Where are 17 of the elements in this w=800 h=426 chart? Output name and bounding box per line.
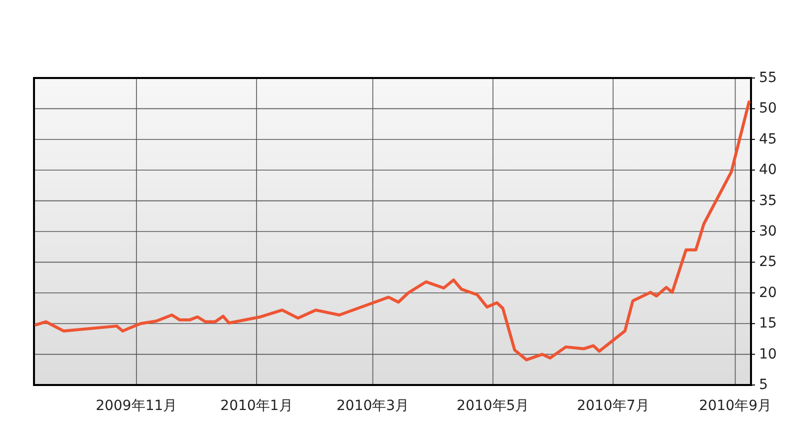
x-tick-label: 2010年7月 [576, 398, 650, 414]
x-tick-label: 2010年1月 [220, 398, 293, 414]
x-tick-label: 2010年5月 [456, 398, 530, 414]
x-tick-label: 2009年11月 [96, 398, 178, 414]
y-tick-label: 30 [759, 224, 777, 240]
y-tick-label: 50 [759, 100, 777, 117]
x-tick-label: 2010年9月 [698, 398, 772, 414]
x-tick-label: 2010年3月 [336, 398, 410, 414]
y-tick-label: 45 [759, 131, 777, 148]
y-tick-label: 5 [759, 377, 768, 393]
y-tick-label: 10 [759, 346, 777, 362]
y-tick-label: 15 [759, 316, 777, 332]
y-tick-label: 35 [759, 192, 777, 209]
y-tick-label: 40 [759, 162, 777, 178]
y-tick-label: 25 [759, 254, 777, 270]
y-tick-label: 20 [759, 284, 777, 301]
y-tick-label: 55 [759, 70, 777, 86]
